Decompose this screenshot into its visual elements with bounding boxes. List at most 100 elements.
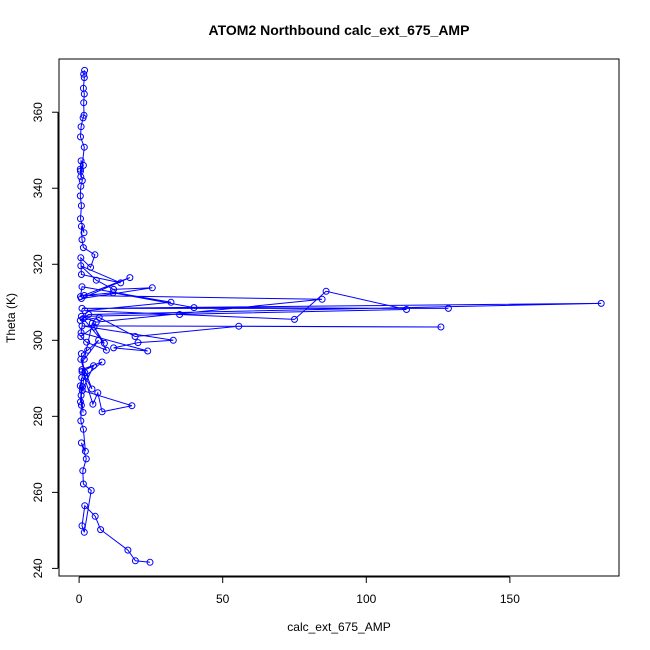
data-point bbox=[76, 165, 84, 173]
data-point bbox=[83, 338, 91, 346]
data-point bbox=[77, 254, 85, 262]
data-point bbox=[78, 366, 86, 374]
data-point bbox=[77, 173, 85, 181]
data-point bbox=[77, 401, 85, 409]
data-point bbox=[117, 279, 125, 287]
data-point bbox=[88, 385, 96, 393]
data-point bbox=[80, 70, 88, 78]
data-point bbox=[78, 368, 86, 375]
data-point bbox=[79, 383, 86, 391]
data-point bbox=[95, 336, 103, 344]
data-point bbox=[403, 306, 410, 313]
data-point bbox=[79, 467, 87, 475]
data-point bbox=[77, 215, 84, 223]
data-point bbox=[80, 528, 88, 536]
data-point bbox=[87, 263, 95, 271]
data-point bbox=[126, 274, 134, 282]
data-point bbox=[77, 439, 85, 447]
data-point bbox=[85, 311, 93, 318]
y-axis: 240 260 280 300 320 340 360 bbox=[31, 102, 59, 578]
data-point bbox=[291, 315, 298, 323]
data-point bbox=[92, 318, 100, 326]
data-point bbox=[88, 319, 96, 327]
data-point bbox=[148, 284, 156, 292]
data-point bbox=[235, 322, 243, 330]
data-point bbox=[82, 455, 90, 463]
plot-frame bbox=[58, 58, 620, 577]
data-point bbox=[76, 192, 84, 200]
data-point bbox=[97, 526, 105, 534]
data-point bbox=[146, 558, 154, 566]
y-tick-label: 340 bbox=[31, 178, 45, 198]
data-point bbox=[79, 244, 87, 252]
x-tick-label: 150 bbox=[500, 592, 520, 606]
data-point bbox=[78, 387, 86, 394]
data-point bbox=[81, 66, 89, 74]
data-point bbox=[78, 283, 86, 291]
data-point bbox=[77, 350, 85, 358]
data-point bbox=[78, 236, 86, 244]
data-point bbox=[176, 311, 184, 318]
x-axis-label: calc_ext_675_AMP bbox=[287, 620, 390, 634]
data-point bbox=[437, 323, 445, 331]
data-point bbox=[80, 229, 88, 237]
plot-area bbox=[76, 66, 605, 566]
data-point bbox=[102, 346, 110, 354]
data-point bbox=[131, 333, 139, 340]
data-point bbox=[77, 133, 84, 141]
data-point bbox=[77, 157, 85, 165]
data-point bbox=[77, 329, 85, 337]
data-point bbox=[98, 408, 106, 416]
data-point bbox=[91, 512, 99, 520]
data-point bbox=[80, 143, 88, 151]
data-point bbox=[124, 546, 132, 554]
data-point bbox=[134, 339, 142, 347]
y-tick-label: 260 bbox=[31, 482, 45, 502]
data-point bbox=[90, 362, 97, 370]
data-point bbox=[92, 276, 100, 284]
data-point bbox=[76, 317, 84, 324]
data-point bbox=[77, 312, 85, 320]
data-point bbox=[77, 333, 85, 340]
data-point bbox=[80, 355, 88, 363]
y-tick-label: 300 bbox=[31, 330, 45, 350]
data-point bbox=[322, 287, 330, 295]
data-point bbox=[100, 339, 108, 347]
data-point bbox=[77, 271, 85, 278]
data-point bbox=[77, 123, 85, 131]
data-point bbox=[81, 502, 89, 510]
y-tick-label: 320 bbox=[31, 254, 45, 274]
data-point bbox=[169, 336, 177, 344]
data-point bbox=[77, 417, 85, 425]
data-point bbox=[94, 389, 102, 397]
data-point bbox=[77, 391, 85, 399]
data-point bbox=[77, 222, 85, 230]
data-point bbox=[79, 480, 87, 488]
data-point bbox=[79, 425, 87, 433]
data-point bbox=[78, 522, 86, 530]
data-point bbox=[80, 111, 88, 119]
data-point bbox=[84, 346, 92, 354]
y-axis-label: Theta (K) bbox=[4, 293, 18, 343]
x-tick-label: 100 bbox=[356, 592, 376, 606]
data-point bbox=[144, 347, 152, 355]
x-tick-label: 50 bbox=[216, 592, 230, 606]
data-point bbox=[444, 304, 452, 312]
data-point bbox=[128, 402, 136, 410]
x-tick-label: 0 bbox=[76, 592, 83, 606]
chart-title: ATOM2 Northbound calc_ext_675_AMP bbox=[209, 22, 470, 38]
data-point bbox=[87, 487, 95, 494]
data-point bbox=[80, 74, 88, 82]
data-point bbox=[318, 295, 326, 303]
y-tick-label: 360 bbox=[31, 102, 45, 122]
data-point bbox=[79, 84, 87, 92]
data-point bbox=[110, 285, 118, 293]
data-point bbox=[110, 344, 118, 352]
data-point bbox=[77, 295, 85, 302]
data-point bbox=[109, 289, 117, 297]
data-point bbox=[77, 398, 84, 406]
data-point bbox=[78, 177, 86, 185]
data-point bbox=[597, 299, 605, 307]
